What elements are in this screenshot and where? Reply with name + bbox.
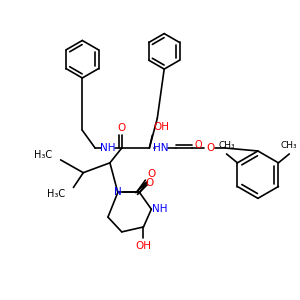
- Text: H₃C: H₃C: [46, 189, 65, 200]
- Text: O: O: [206, 143, 215, 153]
- Text: O: O: [147, 169, 155, 179]
- Text: O: O: [145, 178, 154, 188]
- Text: O: O: [118, 123, 126, 133]
- Text: CH₃: CH₃: [281, 141, 298, 150]
- Text: O: O: [195, 140, 202, 150]
- Text: H₃C: H₃C: [34, 150, 52, 160]
- Text: OH: OH: [153, 122, 169, 132]
- Text: OH: OH: [136, 241, 152, 251]
- Text: NH: NH: [100, 143, 116, 153]
- Text: N: N: [114, 188, 122, 197]
- Text: NH: NH: [152, 204, 168, 214]
- Text: HN: HN: [154, 143, 169, 153]
- Text: CH₃: CH₃: [218, 141, 235, 150]
